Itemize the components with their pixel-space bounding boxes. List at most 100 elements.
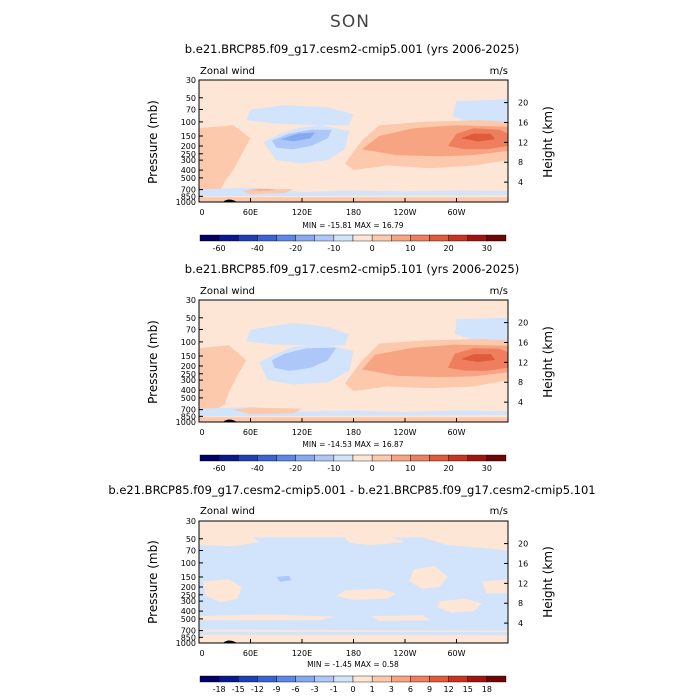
pressure-tick-label: 300 bbox=[181, 156, 196, 165]
colorbar-label: 1 bbox=[370, 685, 375, 694]
topography-africa bbox=[223, 419, 237, 422]
axes: 3050701001502002503004005007008501000481… bbox=[176, 517, 529, 658]
colorbar-label: -40 bbox=[251, 244, 264, 253]
topography-africa bbox=[223, 199, 237, 202]
y-axis-label: Pressure (mb) bbox=[146, 540, 160, 624]
variable-label: Zonal wind bbox=[200, 286, 255, 297]
pressure-tick-label: 850 bbox=[181, 192, 196, 201]
height-tick-label: 4 bbox=[518, 619, 523, 628]
colorbar-segment bbox=[371, 454, 392, 462]
pressure-tick-label: 50 bbox=[186, 535, 196, 544]
lon-tick-label: 0 bbox=[199, 428, 204, 437]
colorbar-segment bbox=[314, 234, 335, 242]
colorbar-segment bbox=[295, 454, 315, 462]
pressure-tick-label: 500 bbox=[181, 174, 196, 183]
lon-tick-label: 180 bbox=[346, 649, 361, 658]
panel-title: b.e21.BRCP85.f09_g17.cesm2-cmip5.001 - b… bbox=[108, 483, 595, 497]
pressure-tick-label: 70 bbox=[186, 325, 196, 334]
colorbar-segment bbox=[314, 454, 335, 462]
colorbar-segment bbox=[429, 234, 449, 242]
pressure-tick-label: 200 bbox=[181, 583, 196, 592]
colorbar-segment bbox=[467, 675, 488, 683]
height-tick-label: 20 bbox=[518, 99, 528, 108]
colorbar: -60 -40 -20 -10 0 10 20 30 bbox=[199, 234, 507, 253]
contour-pos-top-left bbox=[199, 535, 260, 547]
contour-light-blue-upper-band bbox=[246, 105, 354, 126]
pressure-tick-label: 70 bbox=[186, 546, 196, 555]
colorbar-segment bbox=[467, 234, 488, 242]
contour-light-blue-upper-band bbox=[246, 322, 350, 346]
lon-tick-label: 60E bbox=[243, 649, 258, 658]
topography-africa bbox=[223, 640, 237, 643]
colorbar-label: -60 bbox=[213, 244, 226, 253]
contour-panel-2: b.e21.BRCP85.f09_g17.cesm2-cmip5.101 (yr… bbox=[146, 262, 555, 473]
colorbar-label: -6 bbox=[292, 685, 300, 694]
lon-tick-label: 120W bbox=[393, 208, 416, 217]
pressure-tick-label: 500 bbox=[181, 615, 196, 624]
colorbar-segment bbox=[295, 675, 315, 683]
axes: 3050701001502002503004005007008501000481… bbox=[176, 76, 529, 217]
lon-tick-label: 180 bbox=[346, 428, 361, 437]
height-tick-label: 16 bbox=[518, 338, 528, 347]
variable-label: Zonal wind bbox=[200, 506, 255, 517]
units-label: m/s bbox=[490, 286, 508, 297]
lon-tick-label: 120E bbox=[292, 649, 312, 658]
pressure-tick-label: 30 bbox=[186, 517, 196, 526]
colorbar-segment bbox=[257, 454, 277, 462]
pressure-tick-label: 100 bbox=[181, 338, 196, 347]
variable-label: Zonal wind bbox=[200, 66, 255, 77]
lon-tick-label: 0 bbox=[199, 208, 204, 217]
height-tick-label: 4 bbox=[518, 178, 523, 187]
pressure-tick-label: 200 bbox=[181, 142, 196, 151]
contour-panel-difference: b.e21.BRCP85.f09_g17.cesm2-cmip5.001 - b… bbox=[108, 483, 595, 694]
height-tick-label: 16 bbox=[518, 118, 528, 127]
colorbar-label: 18 bbox=[482, 685, 492, 694]
axes: 3050701001502002503004005007008501000481… bbox=[176, 296, 529, 437]
colorbar-segment bbox=[238, 234, 258, 242]
units-label: m/s bbox=[490, 506, 508, 517]
contour-westerly-tropics bbox=[199, 345, 247, 410]
pressure-tick-label: 300 bbox=[181, 597, 196, 606]
lon-tick-label: 120W bbox=[393, 428, 416, 437]
panel-title: b.e21.BRCP85.f09_g17.cesm2-cmip5.001 (yr… bbox=[185, 42, 519, 56]
colorbar-segment bbox=[257, 234, 277, 242]
minmax-label: MIN = -1.45 MAX = 0.58 bbox=[307, 660, 399, 669]
colorbar-segment bbox=[448, 454, 468, 462]
contour-pos-lower-right bbox=[370, 615, 431, 621]
colorbar-segment bbox=[218, 454, 239, 462]
pressure-tick-label: 700 bbox=[181, 186, 196, 195]
contour-light-blue-upper-right bbox=[454, 317, 508, 342]
colorbar-label: -9 bbox=[273, 685, 281, 694]
contour-neg-blob-a bbox=[276, 575, 292, 582]
colorbar-label: 0 bbox=[350, 685, 355, 694]
pressure-tick-label: 30 bbox=[186, 296, 196, 305]
colorbar-segment bbox=[429, 454, 449, 462]
colorbar-segment bbox=[410, 234, 430, 242]
pressure-tick-label: 100 bbox=[181, 118, 196, 127]
y2-axis-label: Height (km) bbox=[541, 326, 555, 397]
pressure-tick-label: 150 bbox=[181, 132, 196, 141]
height-tick-label: 12 bbox=[518, 579, 528, 588]
contour-pos-mid-blob-2 bbox=[409, 566, 448, 589]
contour-pos-top-mid bbox=[344, 535, 405, 546]
height-tick-label: 16 bbox=[518, 559, 528, 568]
colorbar-label: -20 bbox=[289, 244, 302, 253]
contour-pos-top-band bbox=[199, 521, 508, 538]
pressure-tick-label: 250 bbox=[181, 591, 196, 600]
pressure-tick-label: 100 bbox=[181, 559, 196, 568]
pressure-tick-label: 500 bbox=[181, 394, 196, 403]
colorbar-segment bbox=[391, 675, 411, 683]
colorbar-label: 30 bbox=[482, 244, 492, 253]
colorbar-label: -20 bbox=[289, 464, 302, 473]
colorbar-label: 0 bbox=[370, 244, 375, 253]
minmax-label: MIN = -14.53 MAX = 16.87 bbox=[302, 440, 403, 449]
colorbar-segment bbox=[276, 454, 296, 462]
contour-pos-right-blob bbox=[437, 598, 483, 613]
plot-area bbox=[199, 80, 508, 202]
colorbar-label: 15 bbox=[463, 685, 473, 694]
height-tick-label: 4 bbox=[518, 398, 523, 407]
colorbar-label: 10 bbox=[405, 464, 415, 473]
colorbar-label: -1 bbox=[330, 685, 338, 694]
colorbar-segment bbox=[410, 454, 430, 462]
colorbar-segment bbox=[429, 675, 449, 683]
